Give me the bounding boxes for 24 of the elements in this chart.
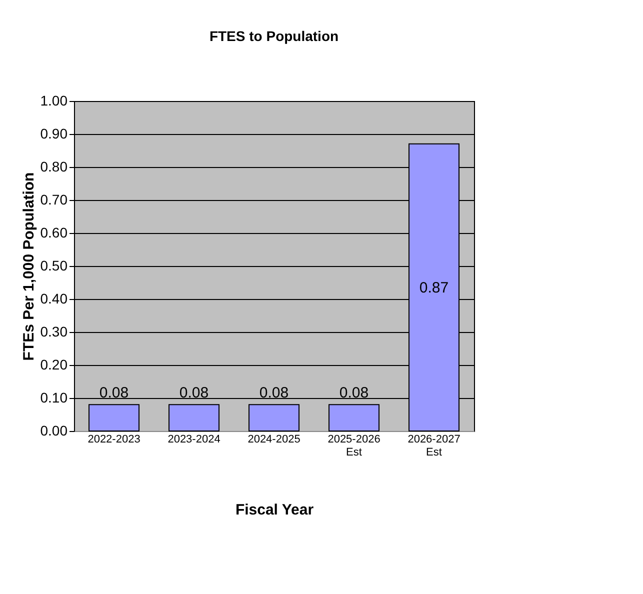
y-tick-label: 0.60 [40,224,68,240]
data-label: 0.08 [339,384,369,402]
y-tick-label: 1.00 [40,92,68,108]
y-tick-label: 0.00 [40,422,68,438]
y-axis-title: FTEs Per 1,000 Population [20,172,38,361]
x-tick-label: 2023-2024 [168,434,220,446]
x-tick-label: 2024-2025 [248,434,300,446]
y-tick-label: 0.90 [40,126,68,142]
data-label: 0.08 [259,384,289,402]
y-tick-label: 0.70 [40,192,68,208]
data-label: 0.08 [99,384,129,402]
x-axis-title: Fiscal Year [235,502,314,518]
y-tick-label: 0.50 [40,258,68,274]
y-tick-label: 0.30 [40,324,68,340]
y-tick-label: 0.10 [40,390,68,406]
x-tick-label: 2026-2027 Est [408,434,460,458]
chart-title: FTES to Population [209,28,339,44]
data-label: 0.08 [179,384,209,402]
x-tick-label: 2025-2026 Est [328,434,380,458]
y-tick-label: 0.80 [40,158,68,174]
y-tick-label: 0.20 [40,356,68,372]
x-tick-label: 2022-2023 [88,434,140,446]
y-tick-label: 0.40 [40,290,68,306]
data-label: 0.87 [419,279,449,296]
